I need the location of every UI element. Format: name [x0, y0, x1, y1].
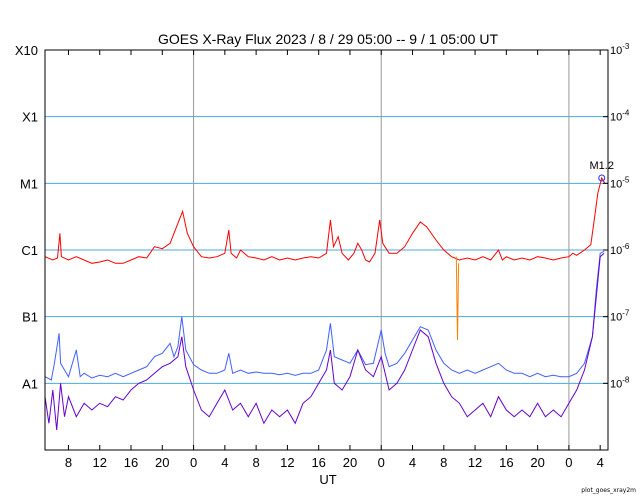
y-right-label: 10-6 — [610, 242, 630, 257]
chart-title: GOES X-Ray Flux 2023 / 8 / 29 05:00 -- 9… — [158, 31, 499, 47]
x-tick-label: 16 — [311, 455, 325, 470]
y-right-exponent: -5 — [622, 175, 630, 184]
x-tick-label: 20 — [530, 455, 544, 470]
y-left-label: A1 — [22, 376, 38, 391]
x-tick-label: 0 — [565, 455, 572, 470]
y-left-label: M1 — [20, 176, 38, 191]
series-line-1 — [455, 256, 460, 341]
y-left-label: C1 — [21, 243, 38, 258]
x-axis-label: UT — [319, 472, 336, 487]
x-tick-label: 0 — [190, 455, 197, 470]
y-left-label: B1 — [22, 310, 38, 325]
y-right-exponent: -4 — [622, 109, 630, 118]
series-line-2 — [44, 250, 605, 381]
x-tick-label: 20 — [343, 455, 357, 470]
x-tick-label: 8 — [65, 455, 72, 470]
y-right-label: 10-5 — [610, 175, 630, 190]
y-right-exponent: -3 — [622, 42, 630, 51]
x-tick-label: 4 — [409, 455, 416, 470]
y-right-label: 10-3 — [610, 42, 630, 57]
x-tick-label: 20 — [155, 455, 169, 470]
y-left-label: X1 — [22, 110, 38, 125]
x-tick-label: 8 — [440, 455, 447, 470]
x-tick-label: 12 — [468, 455, 482, 470]
y-right-label: 10-7 — [610, 309, 630, 324]
peak-label: M1.2 — [590, 160, 614, 172]
series-line-0 — [44, 176, 606, 264]
x-tick-label: 8 — [253, 455, 260, 470]
y-left-label: X10 — [15, 43, 38, 58]
x-tick-label: 16 — [124, 455, 138, 470]
y-right-label: 10-4 — [610, 109, 630, 124]
x-tick-label: 4 — [221, 455, 228, 470]
y-right-exponent: -7 — [622, 309, 630, 318]
x-tick-label: 16 — [499, 455, 513, 470]
x-tick-label: 12 — [93, 455, 107, 470]
y-right-exponent: -6 — [622, 242, 630, 251]
x-tick-label: 0 — [378, 455, 385, 470]
y-right-exponent: -8 — [622, 375, 630, 384]
x-tick-label: 12 — [280, 455, 294, 470]
peak-marker — [598, 174, 606, 182]
footer-note: plot_goes_xray2m — [581, 487, 636, 494]
series-layer — [44, 174, 606, 431]
x-tick-label: 4 — [597, 455, 604, 470]
y-right-label: 10-8 — [610, 375, 630, 390]
series-line-3 — [44, 252, 605, 431]
